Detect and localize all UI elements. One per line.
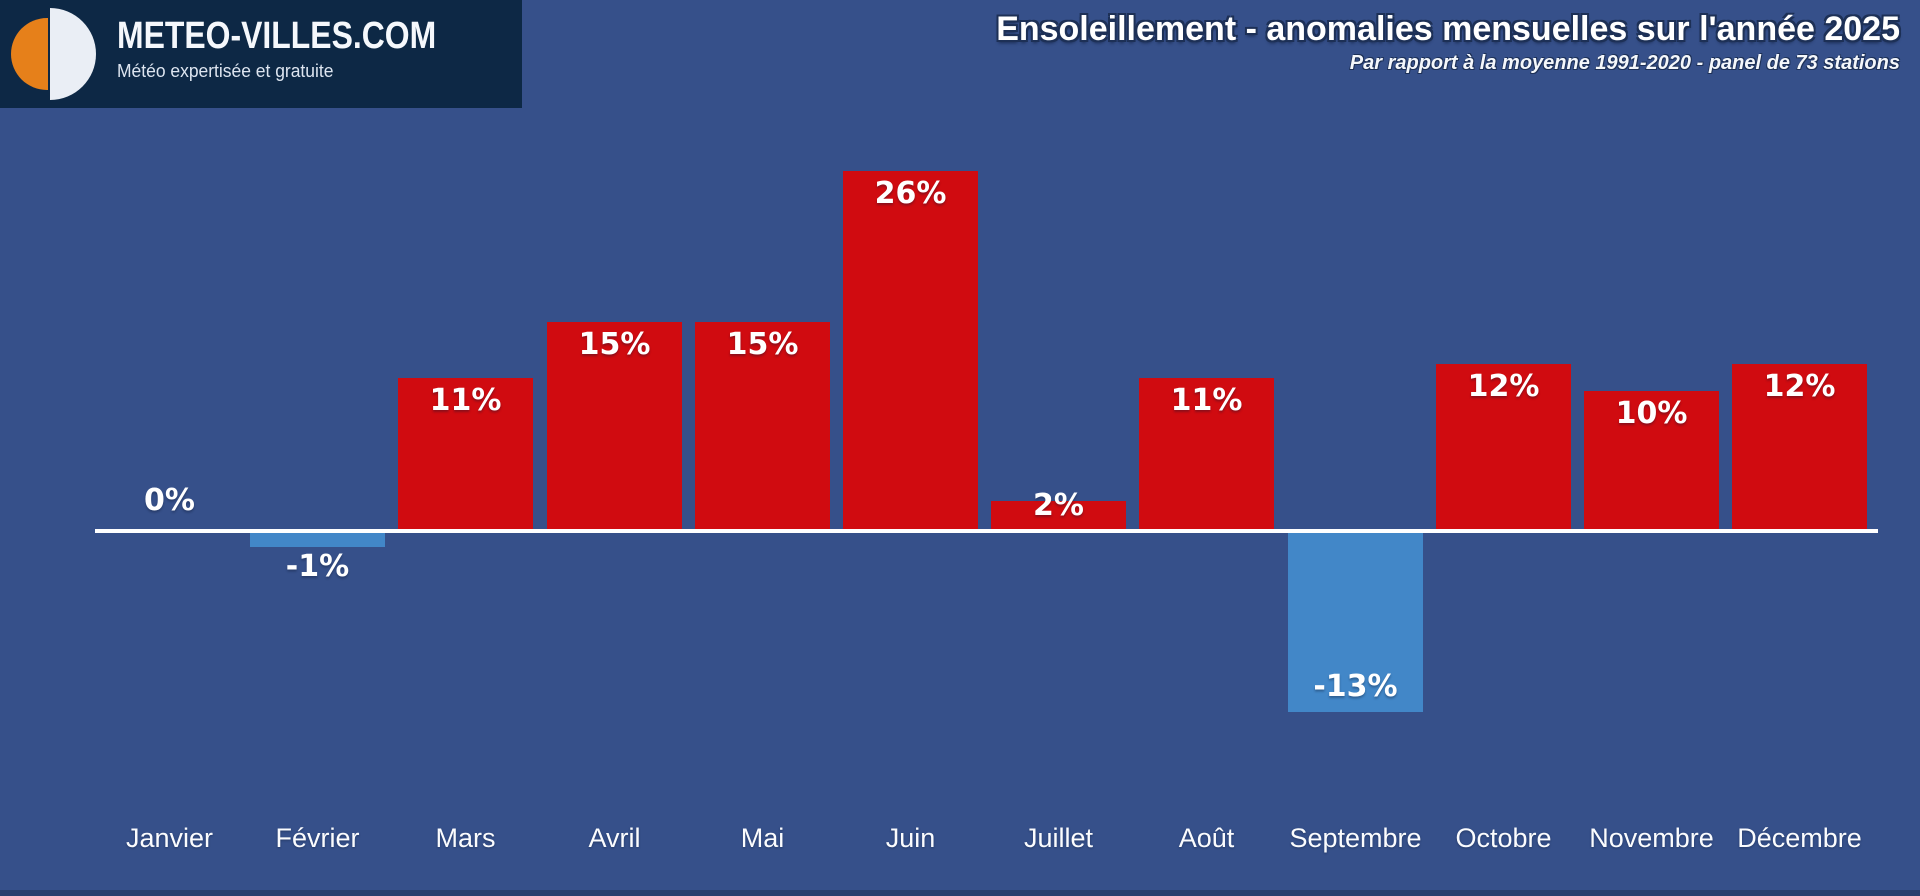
month-label-octobre: Octobre	[1455, 823, 1552, 853]
bar-fevrier	[250, 533, 385, 547]
bar-novembre	[1584, 391, 1719, 529]
month-label-mai: Mai	[740, 823, 785, 853]
chart-title: Ensoleillement - anomalies mensuelles su…	[996, 10, 1900, 48]
bar-value-decembre: 12%	[1763, 369, 1836, 404]
month-label-novembre: Novembre	[1589, 823, 1714, 853]
meteo-villes-logo-icon	[0, 0, 112, 108]
month-label-mars: Mars	[435, 823, 496, 853]
bar-value-aout: 11%	[1170, 383, 1243, 418]
brand-name: METEO-VILLES.COM	[117, 15, 437, 57]
bar-decembre	[1732, 364, 1867, 529]
bar-value-avril: 15%	[578, 327, 651, 362]
bar-mai	[695, 322, 830, 529]
bar-avril	[547, 322, 682, 529]
bar-juin	[843, 171, 978, 529]
bar-value-janvier: 0%	[144, 483, 195, 518]
bar-octobre	[1436, 364, 1571, 529]
title-block: Ensoleillement - anomalies mensuelles su…	[996, 10, 1900, 75]
brand-text-block: METEO-VILLES.COM Météo expertisée et gra…	[117, 15, 497, 82]
bar-value-mars: 11%	[429, 383, 502, 418]
month-label-aout: Août	[1178, 823, 1235, 853]
chart-subtitle: Par rapport à la moyenne 1991-2020 - pan…	[1349, 52, 1900, 75]
bar-value-novembre: 10%	[1615, 396, 1688, 431]
bar-value-juillet: 2%	[1033, 488, 1084, 523]
month-label-juillet: Juillet	[1023, 823, 1094, 853]
bar-value-octobre: 12%	[1467, 369, 1540, 404]
bar-mars	[398, 378, 533, 529]
month-label-septembre: Septembre	[1289, 823, 1422, 853]
month-label-avril: Avril	[588, 823, 641, 853]
month-label-decembre: Décembre	[1737, 823, 1862, 853]
bar-value-mai: 15%	[726, 327, 799, 362]
bar-value-juin: 26%	[874, 176, 947, 211]
month-label-fevrier: Février	[275, 823, 360, 853]
bar-value-fevrier: -1%	[285, 549, 350, 584]
bar-aout	[1139, 378, 1274, 529]
month-label-janvier: Janvier	[125, 823, 214, 853]
zero-baseline-axis	[95, 529, 1878, 533]
bar-juillet	[991, 501, 1126, 529]
month-label-juin: Juin	[885, 823, 936, 853]
brand-tagline: Météo expertisée et gratuite	[117, 60, 334, 81]
bar-value-septembre: -13%	[1313, 669, 1398, 704]
footer-strip	[0, 890, 1920, 896]
bar-septembre	[1288, 533, 1423, 712]
brand-header-box: METEO-VILLES.COM Météo expertisée et gra…	[0, 0, 522, 108]
